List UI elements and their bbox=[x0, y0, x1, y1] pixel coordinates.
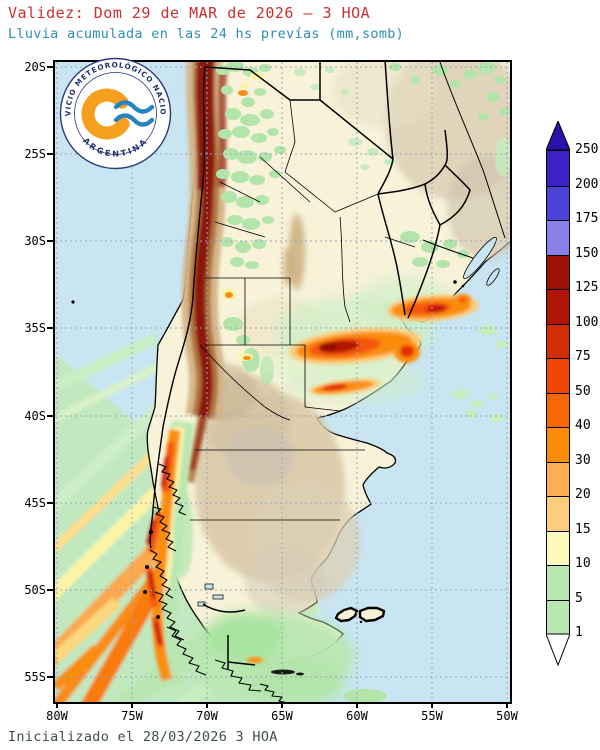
lat-axis-label: 35S bbox=[24, 321, 46, 335]
legend-color-segment bbox=[547, 530, 569, 565]
lat-axis-label: 25S bbox=[24, 147, 46, 161]
lon-axis-tick bbox=[206, 703, 208, 708]
legend-color-segment bbox=[547, 461, 569, 496]
lat-axis-tick bbox=[47, 415, 53, 417]
lat-axis-tick bbox=[47, 502, 53, 504]
legend-above-max-arrow bbox=[546, 121, 570, 150]
legend-threshold-label: 30 bbox=[575, 452, 591, 468]
logo-waves-icon bbox=[113, 100, 155, 127]
lat-axis-label: 40S bbox=[24, 409, 46, 423]
legend-threshold-label: 250 bbox=[575, 142, 599, 157]
legend-threshold-label: 50 bbox=[575, 383, 591, 399]
lon-axis-label: 55W bbox=[421, 709, 443, 723]
legend-color-segment bbox=[547, 185, 569, 220]
legend-color-segment bbox=[547, 565, 569, 600]
legend-color-segment bbox=[547, 599, 569, 634]
legend-below-min-arrow bbox=[546, 633, 570, 666]
rain-spot-tdf bbox=[247, 657, 263, 663]
legend-threshold-label: 75 bbox=[575, 349, 591, 364]
lat-axis-tick bbox=[47, 327, 53, 329]
legend-color-segment bbox=[547, 358, 569, 393]
lon-axis-tick bbox=[56, 703, 58, 708]
legend-color-segment bbox=[547, 427, 569, 462]
rain-blob-plata-coast bbox=[394, 341, 420, 363]
lon-axis-tick bbox=[356, 703, 358, 708]
legend-color-segment bbox=[547, 323, 569, 358]
legend-threshold-label: 5 bbox=[575, 590, 583, 606]
legend-threshold-label: 200 bbox=[575, 176, 599, 192]
lat-axis-tick bbox=[47, 153, 53, 155]
map-canvas bbox=[53, 60, 512, 704]
fjord-coastline-texture bbox=[143, 463, 287, 702]
lon-axis-label: 60W bbox=[346, 709, 368, 723]
lat-axis-label: 55S bbox=[24, 670, 46, 684]
lon-axis-tick bbox=[281, 703, 283, 708]
lon-axis-label: 70W bbox=[196, 709, 218, 723]
legend-color-segment bbox=[547, 220, 569, 255]
lat-axis-tick bbox=[47, 589, 53, 591]
lon-axis-label: 80W bbox=[46, 709, 68, 723]
legend-threshold-label: 1 bbox=[575, 625, 583, 640]
rain-speckles bbox=[216, 62, 510, 702]
lat-axis-tick bbox=[47, 66, 53, 68]
lat-axis-label: 30S bbox=[24, 234, 46, 248]
legend-threshold-label: 125 bbox=[575, 280, 599, 295]
legend-threshold-label: 15 bbox=[575, 521, 591, 537]
lat-axis-tick bbox=[47, 676, 53, 678]
lat-axis-label: 20S bbox=[24, 60, 46, 74]
country-borders bbox=[149, 62, 506, 669]
smn-logo: SERVICIO METEOROLÓGICO NACIONAL ARGENTIN… bbox=[59, 57, 172, 170]
lat-axis-label: 50S bbox=[24, 583, 46, 597]
legend-threshold-label: 10 bbox=[575, 556, 591, 571]
lat-axis-label: 45S bbox=[24, 496, 46, 510]
page-subtitle: Lluvia acumulada en las 24 hs prevías (m… bbox=[8, 26, 405, 42]
footer-initialized: Inicializado el 28/03/2026 3 HOA bbox=[8, 729, 278, 745]
precipitation-map bbox=[55, 62, 510, 702]
legend-color-segment bbox=[547, 392, 569, 427]
lon-axis-tick bbox=[431, 703, 433, 708]
legend-color-segment bbox=[547, 151, 569, 186]
logo-sun-icon bbox=[81, 88, 133, 140]
lon-axis-tick bbox=[131, 703, 133, 708]
legend-color-segment bbox=[547, 496, 569, 531]
legend-color-segment bbox=[547, 289, 569, 324]
isla-de-los-estados bbox=[271, 669, 304, 676]
province-borders bbox=[190, 99, 416, 521]
lon-axis-tick bbox=[506, 703, 508, 708]
lat-axis-tick bbox=[47, 240, 53, 242]
rain-streak-south-ba bbox=[309, 378, 381, 396]
islands-malvinas bbox=[334, 606, 386, 624]
lon-axis-label: 65W bbox=[271, 709, 293, 723]
legend-threshold-label: 175 bbox=[575, 211, 599, 226]
legend-threshold-label: 20 bbox=[575, 487, 591, 502]
legend-color-bar bbox=[546, 150, 570, 635]
legend-threshold-label: 100 bbox=[575, 314, 599, 330]
rain-blob-buenos-aires bbox=[289, 327, 421, 365]
lon-axis-label: 50W bbox=[496, 709, 518, 723]
lon-axis-label: 75W bbox=[121, 709, 143, 723]
legend-threshold-label: 150 bbox=[575, 245, 599, 261]
legend-threshold-label: 40 bbox=[575, 418, 591, 433]
water-features bbox=[71, 236, 500, 607]
legend-color-segment bbox=[547, 254, 569, 289]
page-title: Validez: Dom 29 de MAR de 2026 — 3 HOA bbox=[8, 4, 371, 22]
